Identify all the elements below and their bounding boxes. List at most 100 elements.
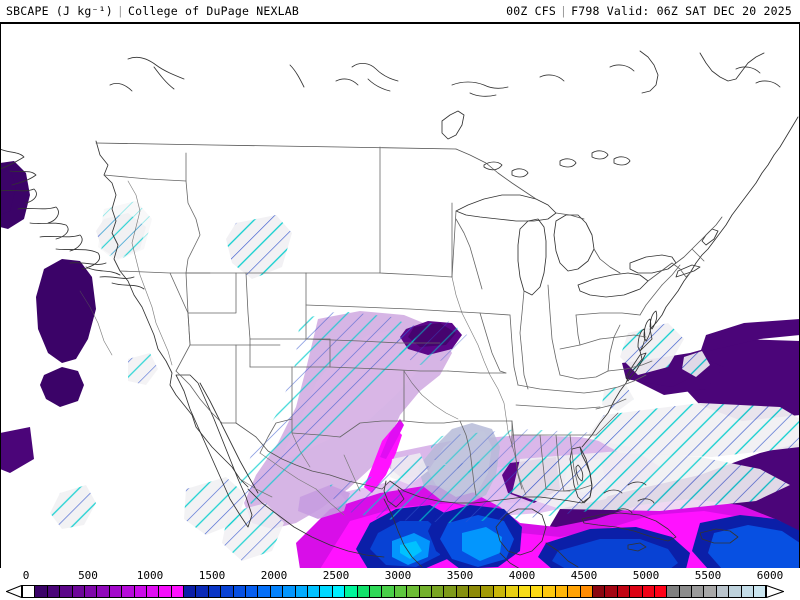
- colorbar-swatch: [394, 586, 408, 597]
- coast-washington-oregon-california: [95, 140, 249, 488]
- colorbar-swatch: [283, 586, 296, 597]
- colorbar-swatch: [555, 586, 569, 597]
- hatch-band-atlantic-mid: [588, 403, 800, 457]
- hatch-band-top-gulf: [390, 453, 428, 485]
- colorbar-swatch: [233, 586, 247, 597]
- lake-erie: [577, 272, 649, 298]
- cape-region-gulf-cyan-core-w2: [400, 541, 422, 559]
- colorbar-swatch: [580, 586, 593, 597]
- colorbar-swatch: [320, 586, 333, 597]
- colorbar-swatch: [456, 586, 470, 597]
- colorbar-swatch: [307, 586, 321, 597]
- coast-canada-east: [699, 52, 765, 82]
- coast-cuba: [581, 512, 677, 542]
- colorbar-swatch: [382, 586, 395, 597]
- colorbar-swatches[interactable]: [22, 585, 766, 598]
- colorbar-swatch: [704, 586, 717, 597]
- colorbar-swatch: [122, 586, 135, 597]
- colorbar-tick-label: 4500: [570, 569, 598, 582]
- colorbar-tick-label: 3500: [446, 569, 474, 582]
- colorbar-over-arrow: [766, 585, 784, 598]
- colorbar-swatch: [518, 586, 532, 597]
- header-separator-right: |: [560, 4, 568, 18]
- colorbar-swatch: [146, 586, 160, 597]
- colorbar-swatch: [506, 586, 519, 597]
- coast-jamaica: [627, 542, 647, 552]
- colorbar-tick-labels: 0 500 1000 1500 2000 2500 3000 3500 4000 4500 5000…: [0, 568, 800, 583]
- colorbar-swatch: [270, 586, 284, 597]
- colorbar-swatch: [444, 586, 457, 597]
- colorbar-swatch: [754, 586, 766, 597]
- map-geography-layer: [0, 50, 799, 569]
- colorbar-tick-label: 2500: [322, 569, 350, 582]
- colorbar-swatch: [642, 586, 655, 597]
- colorbar-swatch: [654, 586, 668, 597]
- colorbar-under-arrow: [6, 585, 22, 598]
- hatch-band-baja-e: [50, 485, 96, 529]
- coast-baja-peninsula: [175, 374, 253, 528]
- colorbar-swatch: [630, 586, 643, 597]
- coast-florida: [569, 446, 593, 504]
- colorbar-tick-label: 0: [22, 569, 30, 582]
- border-canada-us: [95, 142, 723, 282]
- colorbar-swatch: [295, 586, 308, 597]
- coast-mexico-west: [247, 488, 385, 558]
- colorbar-tick-label: 6000: [756, 569, 784, 582]
- coast-mexico-east-gulf: [383, 498, 423, 568]
- hatch-band-colorado: [226, 215, 292, 279]
- colorbar-swatch: [469, 586, 482, 597]
- colorbar-swatch: [47, 586, 61, 597]
- coast-chesapeake: [637, 318, 652, 352]
- coast-florida-detail: [575, 464, 584, 482]
- hatch-band-carolina-coast: [602, 385, 634, 411]
- header-separator-left: |: [116, 4, 124, 18]
- coast-bahamas: [603, 481, 655, 514]
- colorbar-swatch: [171, 586, 185, 597]
- colorbar-swatch: [97, 586, 110, 597]
- colorbar-swatch: [419, 586, 432, 597]
- colorbar-swatch: [134, 586, 147, 597]
- border-states: [103, 146, 705, 496]
- cape-region-atlantic-north: [700, 319, 800, 353]
- colorbar-swatch: [741, 586, 755, 597]
- colorbar-tick-label: 5000: [632, 569, 660, 582]
- canadian-lakes-small: [483, 150, 631, 178]
- coast-outer-banks: [625, 352, 647, 382]
- colorbar-swatch: [357, 586, 370, 597]
- cape-region-california: [36, 259, 96, 363]
- coast-central-america: [499, 542, 579, 569]
- colorbar-swatch: [531, 586, 544, 597]
- cape-region-texas-magenta-streak2: [380, 419, 404, 459]
- colorbar-swatch: [716, 586, 730, 597]
- colorbar-swatch: [221, 586, 234, 597]
- colorbar-swatch: [605, 586, 618, 597]
- coast-hispaniola: [699, 528, 739, 544]
- colorbar-swatch: [109, 586, 123, 597]
- model-valid-info: 00Z CFS | F798 Valid: 06Z SAT DEC 20 2025: [506, 4, 792, 18]
- colorbar-swatch: [246, 586, 259, 597]
- colorbar-swatch: [196, 586, 209, 597]
- coast-hudson-bay: [639, 50, 659, 94]
- colorbar-swatch: [332, 586, 346, 597]
- hatch-band-mexico-s: [222, 503, 284, 561]
- colorbar: 0 500 1000 1500 2000 2500 3000 3500 4000 4500 5000…: [0, 568, 800, 600]
- valid-time-label: F798 Valid: 06Z SAT DEC 20 2025: [571, 4, 792, 18]
- rivers: [79, 180, 527, 496]
- hatch-band-florida: [564, 459, 606, 493]
- colorbar-tick-label: 3000: [384, 569, 412, 582]
- colorbar-swatch: [592, 586, 606, 597]
- cape-region-atlantic-lower-arc: [0, 427, 34, 473]
- colorbar-tick-label: 500: [78, 569, 98, 582]
- colorbar-swatch: [568, 586, 581, 597]
- colorbar-swatch: [23, 586, 36, 597]
- border-us-mexico: [235, 422, 391, 490]
- colorbar-swatch: [60, 586, 73, 597]
- colorbar-swatch: [407, 586, 420, 597]
- coast-texas-gulf: [383, 480, 405, 508]
- cape-region-pacific-far-nw: [0, 169, 16, 215]
- map-viewport[interactable]: [0, 22, 800, 569]
- colorbar-swatch: [617, 586, 631, 597]
- lake-winnipeg: [441, 110, 465, 140]
- lake-huron: [553, 214, 595, 272]
- cape-region-atlantic-mid: [676, 339, 800, 421]
